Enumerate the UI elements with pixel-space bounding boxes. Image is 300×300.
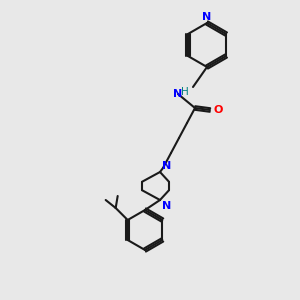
Text: H: H	[181, 87, 189, 97]
Text: N: N	[202, 12, 211, 22]
Text: N: N	[162, 201, 171, 211]
Text: N: N	[173, 89, 183, 99]
Text: O: O	[214, 105, 224, 115]
Text: N: N	[162, 161, 171, 171]
